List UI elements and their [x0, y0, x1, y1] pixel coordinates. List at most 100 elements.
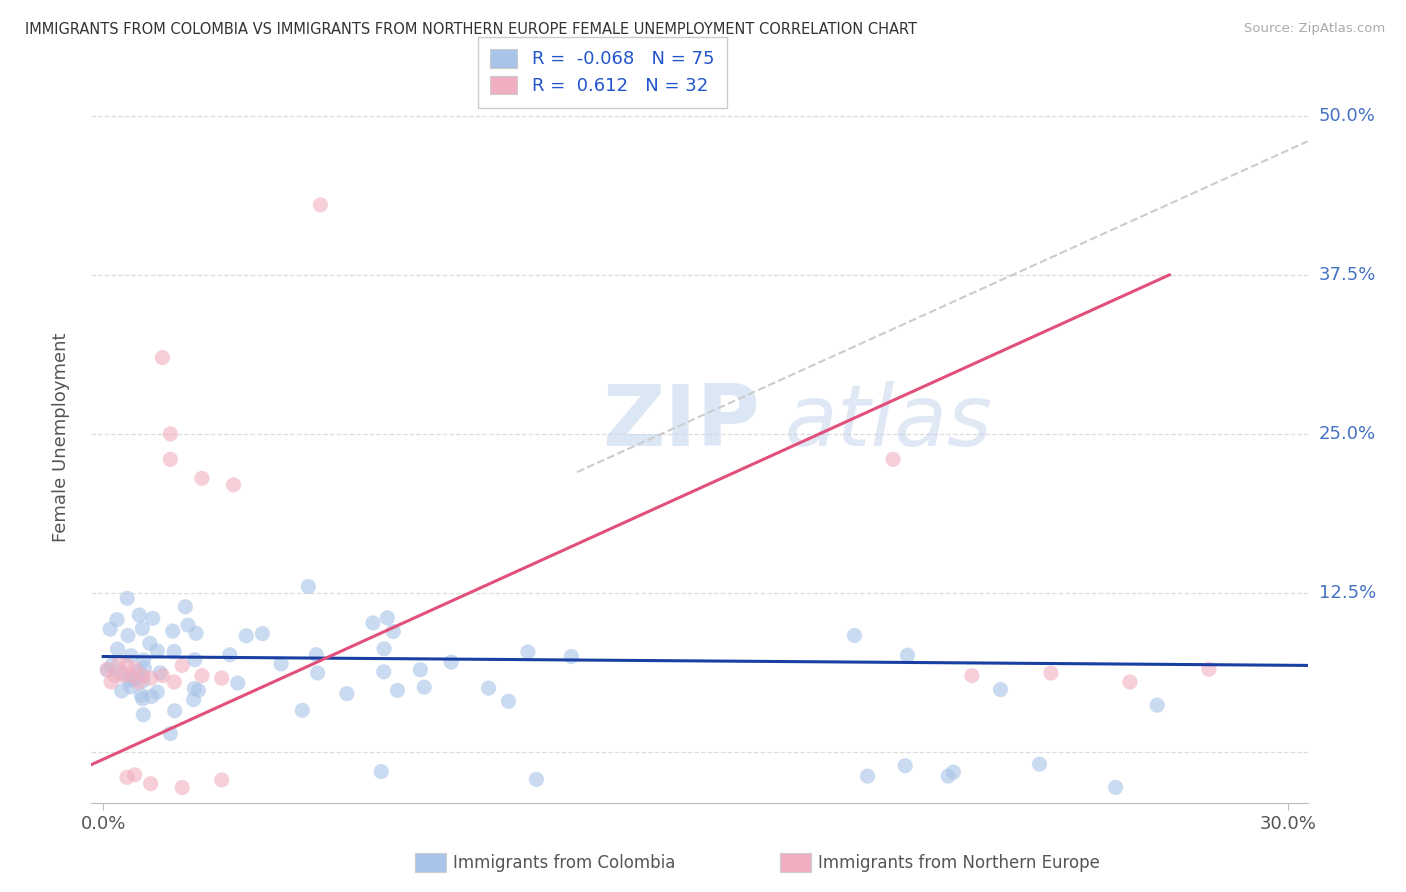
- Point: [139, 777, 162, 791]
- Text: Immigrants from Colombia: Immigrants from Colombia: [453, 854, 675, 871]
- Point: [152, 668, 174, 682]
- Point: [132, 653, 155, 667]
- Point: [896, 648, 918, 663]
- Point: [159, 726, 181, 740]
- Point: [413, 680, 436, 694]
- Point: [115, 591, 138, 606]
- Point: [120, 680, 142, 694]
- Point: [297, 580, 319, 594]
- Point: [163, 704, 186, 718]
- Point: [159, 452, 181, 467]
- Point: [131, 691, 153, 706]
- Point: [111, 684, 134, 698]
- Point: [124, 671, 146, 685]
- Point: [1146, 698, 1168, 713]
- Point: [440, 655, 463, 669]
- Point: [191, 668, 214, 682]
- Point: [184, 626, 207, 640]
- Text: ZIP: ZIP: [602, 381, 759, 464]
- Point: [936, 769, 959, 783]
- Point: [142, 611, 165, 625]
- Point: [226, 676, 249, 690]
- Point: [132, 673, 155, 688]
- Point: [105, 613, 128, 627]
- Point: [526, 772, 548, 787]
- Point: [184, 653, 207, 667]
- Point: [98, 622, 121, 636]
- Point: [1198, 662, 1220, 676]
- Point: [942, 765, 965, 780]
- Point: [990, 682, 1012, 697]
- Point: [96, 662, 118, 676]
- Point: [305, 648, 328, 662]
- Point: [100, 675, 122, 690]
- Text: Source: ZipAtlas.com: Source: ZipAtlas.com: [1244, 22, 1385, 36]
- Point: [117, 629, 139, 643]
- Point: [115, 658, 138, 673]
- Point: [387, 683, 409, 698]
- Point: [131, 689, 153, 703]
- Point: [498, 694, 520, 708]
- Point: [149, 665, 172, 680]
- Point: [128, 664, 150, 678]
- Text: 50.0%: 50.0%: [1319, 107, 1375, 125]
- Point: [111, 668, 134, 682]
- Legend: R =  -0.068   N = 75, R =  0.612   N = 32: R = -0.068 N = 75, R = 0.612 N = 32: [478, 37, 727, 108]
- Text: 12.5%: 12.5%: [1319, 584, 1376, 602]
- Point: [124, 662, 146, 676]
- Point: [159, 426, 181, 441]
- Point: [163, 675, 186, 690]
- Point: [477, 681, 499, 695]
- Point: [235, 629, 257, 643]
- Point: [134, 660, 156, 674]
- Point: [146, 685, 169, 699]
- Point: [110, 665, 132, 680]
- Point: [373, 641, 395, 656]
- Point: [139, 636, 162, 650]
- Point: [211, 671, 233, 685]
- Text: IMMIGRANTS FROM COLOMBIA VS IMMIGRANTS FROM NORTHERN EUROPE FEMALE UNEMPLOYMENT : IMMIGRANTS FROM COLOMBIA VS IMMIGRANTS F…: [25, 22, 917, 37]
- Point: [218, 648, 240, 662]
- Point: [177, 618, 200, 632]
- Point: [187, 683, 209, 698]
- Point: [960, 668, 983, 682]
- Text: Immigrants from Northern Europe: Immigrants from Northern Europe: [818, 854, 1099, 871]
- Point: [856, 769, 879, 783]
- Point: [309, 198, 332, 212]
- Point: [382, 624, 405, 639]
- Point: [124, 768, 146, 782]
- Point: [122, 672, 145, 686]
- Point: [270, 657, 292, 671]
- Point: [894, 758, 917, 772]
- Point: [146, 644, 169, 658]
- Point: [108, 656, 131, 670]
- Point: [132, 707, 155, 722]
- Point: [107, 642, 129, 657]
- Point: [172, 780, 194, 795]
- Point: [152, 351, 174, 365]
- Point: [844, 628, 866, 642]
- Point: [882, 452, 904, 467]
- Text: 37.5%: 37.5%: [1319, 266, 1376, 284]
- Point: [373, 665, 395, 679]
- Point: [222, 477, 245, 491]
- Point: [375, 611, 398, 625]
- Point: [120, 648, 142, 663]
- Point: [183, 692, 205, 706]
- Point: [361, 615, 384, 630]
- Point: [1119, 675, 1142, 690]
- Point: [172, 658, 194, 673]
- Point: [1104, 780, 1126, 795]
- Point: [1028, 757, 1050, 772]
- Point: [163, 644, 186, 658]
- Point: [128, 675, 150, 690]
- Point: [252, 626, 274, 640]
- Point: [174, 599, 197, 614]
- Point: [191, 471, 214, 485]
- Text: 25.0%: 25.0%: [1319, 425, 1376, 443]
- Point: [183, 681, 205, 696]
- Point: [211, 772, 233, 787]
- Point: [409, 663, 432, 677]
- Point: [370, 764, 392, 779]
- Point: [162, 624, 184, 638]
